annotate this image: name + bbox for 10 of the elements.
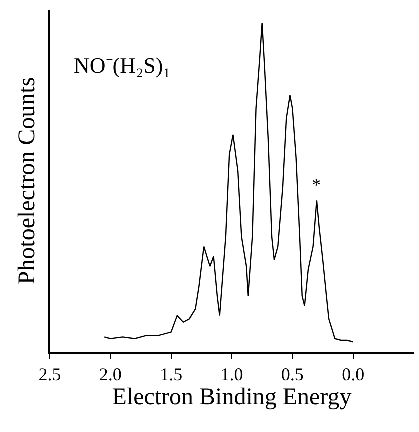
x-tick-label: 0.0 <box>342 364 365 385</box>
x-tick-label: 1.5 <box>160 364 183 385</box>
x-tick-label: 0.5 <box>281 364 304 385</box>
x-tick-label: 2.5 <box>38 364 62 385</box>
x-tick-label: 2.0 <box>99 364 122 385</box>
annotation: NO⁻(H₂S)₁ <box>74 53 171 78</box>
x-tick-label: 1.0 <box>220 364 244 385</box>
y-axis-title: Photoelectron Counts <box>14 77 41 285</box>
x-axis-title: Electron Binding Energy <box>112 384 352 411</box>
annotation: * <box>312 175 321 195</box>
